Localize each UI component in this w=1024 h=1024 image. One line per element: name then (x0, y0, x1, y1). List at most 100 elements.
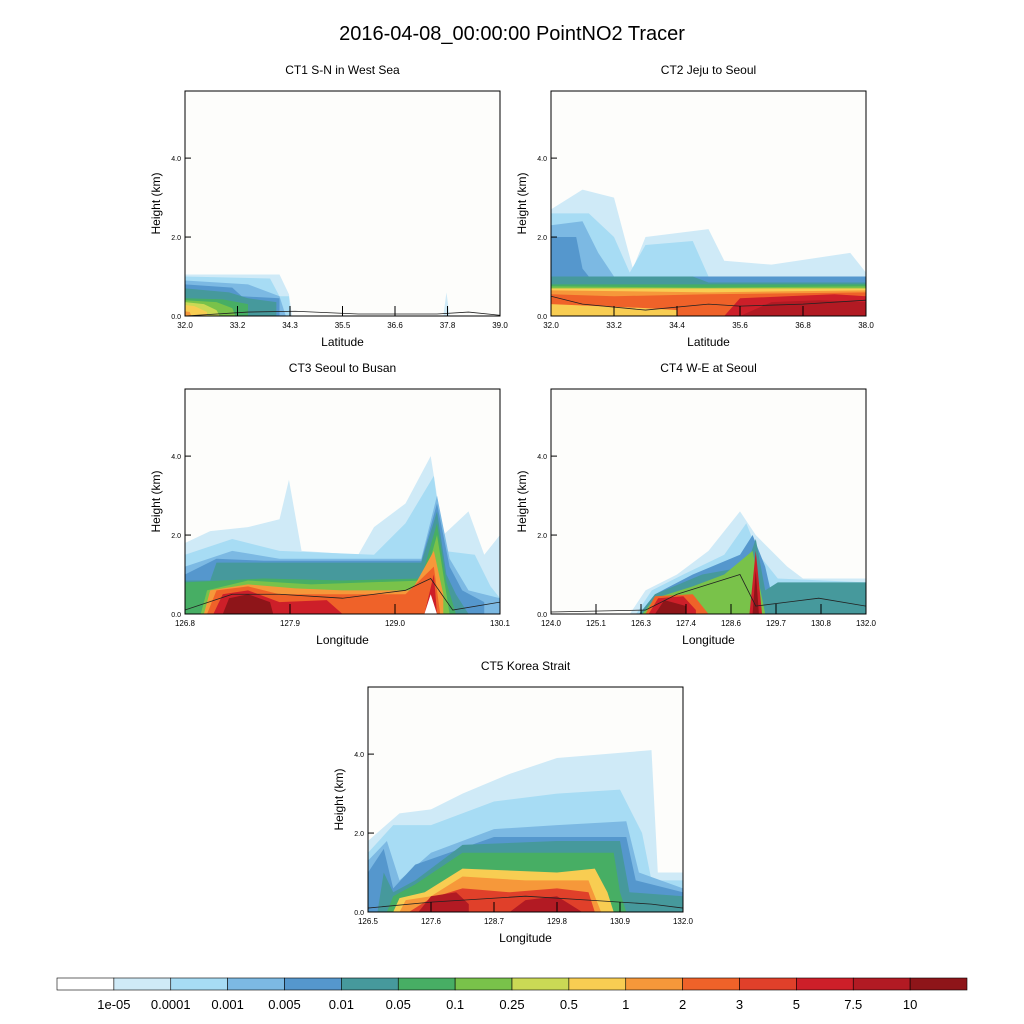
colorbar-swatch (113, 977, 172, 991)
colorbar-label: 7.5 (844, 997, 862, 1012)
colorbar-swatch (284, 977, 342, 991)
contour-region (418, 892, 583, 912)
x-tick-label: 35.5 (335, 321, 351, 330)
y-tick-label: 4.0 (171, 454, 181, 461)
x-tick-label: 36.8 (795, 321, 811, 330)
colorbar-swatch (682, 977, 740, 991)
panel-title: CT2 Jeju to Seoul (661, 63, 756, 77)
colorbar: 1e-05 0.0001 0.001 0.005 0.01 0.05 0.1 0.25 0.5 1… (56, 977, 968, 1012)
x-tick-label: 128.6 (721, 619, 742, 628)
colorbar-swatch (397, 977, 456, 991)
colorbar-label: 0.01 (329, 997, 354, 1012)
x-tick-label: 132.0 (673, 917, 694, 926)
panel-2: CT2 Jeju to Seoul Latitude Height (km) 32.0… (515, 63, 874, 349)
y-axis-label: Height (km) (149, 470, 163, 532)
contour-region (185, 304, 208, 316)
colorbar-swatch (852, 977, 911, 991)
panel-title: CT5 Korea Strait (481, 659, 571, 673)
x-tick-label: 130.9 (610, 917, 631, 926)
x-tick-label: 124.0 (541, 619, 562, 628)
colorbar-swatch (170, 977, 228, 991)
x-tick-label: 129.7 (766, 619, 787, 628)
x-axis-label: Longitude (499, 931, 552, 945)
colorbar-label: 10 (903, 997, 917, 1012)
terrain-line (550, 295, 867, 311)
contour-region (443, 292, 450, 316)
x-tick-label: 35.6 (732, 321, 748, 330)
colorbar-label: 3 (736, 997, 743, 1012)
panel-3: CT3 Seoul to Busan Longitude Height (km) 12… (149, 361, 511, 647)
y-axis-label: Height (km) (149, 172, 163, 234)
x-tick-label: 37.8 (440, 321, 456, 330)
colorbar-label: 0.001 (211, 997, 244, 1012)
x-tick-label: 36.6 (387, 321, 403, 330)
y-tick-label: 0.0 (171, 612, 181, 619)
x-tick-label: 33.2 (606, 321, 622, 330)
x-tick-label: 39.0 (492, 321, 508, 330)
colorbar-swatch (511, 977, 570, 991)
x-axis-label: Longitude (316, 633, 369, 647)
colorbar-swatch (568, 977, 627, 991)
y-tick-label: 0.0 (171, 314, 181, 321)
colorbar-label: 0.25 (499, 997, 524, 1012)
terrain-line (184, 310, 501, 317)
colorbar-swatch (796, 977, 854, 991)
colorbar-label: 2 (679, 997, 686, 1012)
colorbar-label: 5 (793, 997, 800, 1012)
y-tick-label: 2.0 (354, 831, 364, 838)
terrain-line (367, 895, 684, 909)
x-tick-label: 38.0 (858, 321, 874, 330)
x-tick-label: 34.3 (282, 321, 298, 330)
x-tick-label: 34.4 (669, 321, 685, 330)
colorbar-swatch (454, 977, 513, 991)
colorbar-label: 0.5 (560, 997, 578, 1012)
colorbar-label: 1 (622, 997, 629, 1012)
colorbar-label: 0.05 (386, 997, 411, 1012)
plot-frame (184, 388, 501, 615)
x-tick-label: 132.0 (856, 619, 877, 628)
x-tick-label: 125.1 (586, 619, 607, 628)
figure-title: 2016-04-08_00:00:00 PointNO2 Tracer (339, 23, 685, 45)
x-tick-label: 127.9 (280, 619, 301, 628)
terrain-line (184, 577, 501, 611)
y-tick-label: 2.0 (171, 235, 181, 242)
x-tick-label: 126.5 (358, 917, 379, 926)
y-tick-label: 4.0 (354, 752, 364, 759)
panel-title: CT4 W-E at Seoul (660, 361, 756, 375)
y-tick-label: 4.0 (537, 454, 547, 461)
x-axis-label: Latitude (321, 335, 364, 349)
y-tick-label: 0.0 (354, 910, 364, 917)
colorbar-swatch (341, 977, 399, 991)
contour-region (222, 594, 274, 614)
x-tick-label: 127.4 (676, 619, 697, 628)
panel-title: CT1 S-N in West Sea (285, 63, 400, 77)
x-axis-label: Latitude (687, 335, 730, 349)
terrain-line (550, 574, 867, 613)
colorbar-swatch (625, 977, 683, 991)
contour-region (648, 550, 763, 614)
y-tick-label: 2.0 (537, 533, 547, 540)
plot-frame (550, 388, 867, 615)
x-tick-label: 33.2 (230, 321, 246, 330)
y-axis-label: Height (km) (515, 172, 529, 234)
y-tick-label: 0.0 (537, 612, 547, 619)
y-axis-label: Height (km) (332, 768, 346, 830)
panel-title: CT3 Seoul to Busan (289, 361, 396, 375)
y-tick-label: 4.0 (537, 156, 547, 163)
y-tick-label: 2.0 (537, 235, 547, 242)
y-axis-label: Height (km) (515, 470, 529, 532)
colorbar-swatch (909, 977, 968, 991)
x-tick-label: 126.3 (631, 619, 652, 628)
contour-region (654, 570, 759, 614)
x-tick-label: 32.0 (543, 321, 559, 330)
x-tick-label: 128.7 (484, 917, 505, 926)
colorbar-swatch (56, 977, 115, 991)
contour-region (424, 594, 437, 614)
x-tick-label: 130.1 (490, 619, 511, 628)
colorbar-label: 0.0001 (151, 997, 191, 1012)
colorbar-label: 1e-05 (97, 997, 130, 1012)
y-tick-label: 4.0 (171, 156, 181, 163)
contour-region (185, 311, 192, 316)
